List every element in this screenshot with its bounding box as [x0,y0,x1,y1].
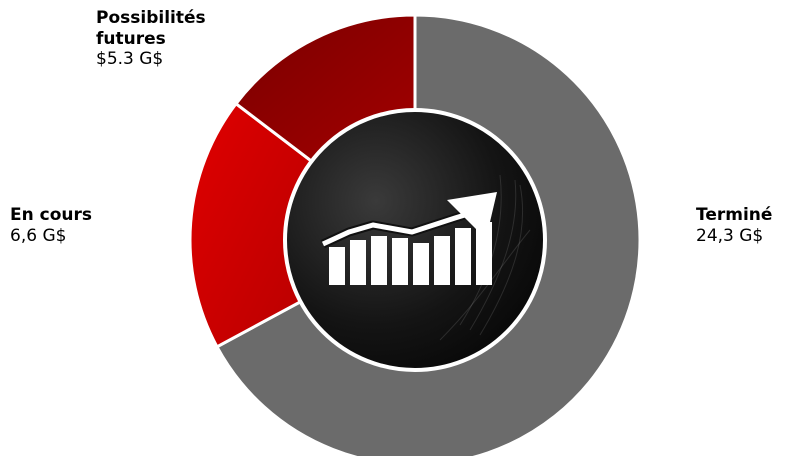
label-termine-value: 24,3 G$ [696,225,764,246]
label-en-cours-name: En cours [10,205,92,225]
label-en-cours: En cours 6,6 G$ [10,205,92,246]
label-en-cours-value: 6,6 G$ [10,225,67,246]
donut-slices [188,13,642,456]
label-termine-name: Terminé [696,205,773,225]
center-disc [283,108,547,372]
label-possibilites-futures-name: Possibilités futures [96,8,206,49]
label-possibilites-futures-value: $5.3 G$ [96,49,164,70]
label-possibilites-futures: Possibilités futures $5.3 G$ [96,8,236,70]
growth-chart-arrow-icon [321,192,497,285]
label-termine: Terminé 24,3 G$ [696,205,772,246]
